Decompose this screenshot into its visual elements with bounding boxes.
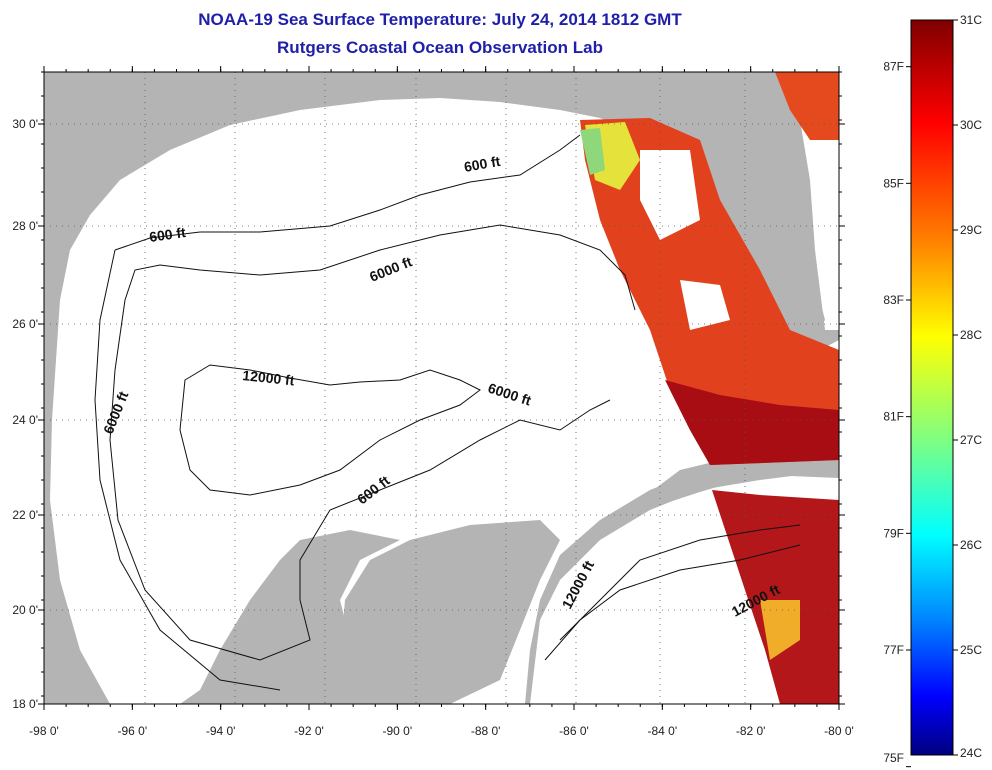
colorbar-celsius-labels: 31C 30C 29C 28C 27C 26C 25C 24C xyxy=(953,13,982,760)
map-title: NOAA-19 Sea Surface Temperature: July 24… xyxy=(198,10,682,29)
colorbar-fahrenheit-label: 81F xyxy=(883,410,904,424)
colorbar-fahrenheit-label: 75F xyxy=(883,751,904,765)
colorbar-celsius-label: 29C xyxy=(960,223,982,237)
colorbar-fahrenheit-label: 79F xyxy=(883,526,904,540)
sst-swath xyxy=(580,72,839,704)
sst-warm-core xyxy=(665,380,839,465)
lat-tick-label: 26 0' xyxy=(12,317,38,331)
longitude-labels: -98 0' -96 0' -94 0' -92 0' -90 0' -88 0' -86 … xyxy=(29,724,854,738)
colorbar-fahrenheit-labels: 87F 85F 83F 81F 79F 77F 75F xyxy=(883,60,911,768)
colorbar-fahrenheit-label: 77F xyxy=(883,643,904,657)
lon-tick-label: -90 0' xyxy=(383,724,413,738)
colorbar-celsius-label: 30C xyxy=(960,118,982,132)
cloud-gap-1 xyxy=(640,150,700,240)
lat-tick-label: 24 0' xyxy=(12,413,38,427)
cuba-land xyxy=(640,455,839,505)
contour-600ft-caribbean xyxy=(559,524,801,641)
colorbar-celsius-label: 31C xyxy=(960,13,982,27)
map-subtitle: Rutgers Coastal Ocean Observation Lab xyxy=(277,38,603,57)
lon-tick-label: -98 0' xyxy=(29,724,59,738)
colorbar-celsius-label: 24C xyxy=(960,746,982,760)
lat-tick-label: 20 0' xyxy=(12,603,38,617)
colorbar xyxy=(910,19,954,756)
contour-label: 12000 ft xyxy=(242,367,296,388)
graticule xyxy=(44,72,839,704)
sst-cuba-yellow xyxy=(760,600,800,660)
contour-label: 600 ft xyxy=(148,224,187,245)
lon-tick-label: -94 0' xyxy=(206,724,236,738)
contour-12000ft xyxy=(179,364,481,496)
axis-ticks xyxy=(38,66,845,710)
colorbar-celsius-label: 25C xyxy=(960,643,982,657)
lon-tick-label: -92 0' xyxy=(294,724,324,738)
latitude-labels: 18 0' 20 0' 22 0' 24 0' 26 0' 28 0' 30 0' xyxy=(12,117,38,711)
sst-cuba-swath xyxy=(712,490,839,704)
contour-600ft xyxy=(94,134,581,691)
lon-tick-label: -86 0' xyxy=(559,724,589,738)
lon-tick-label: -96 0' xyxy=(118,724,148,738)
sst-green-patch xyxy=(580,128,605,175)
contour-label: 600 ft xyxy=(463,153,502,175)
lon-tick-label: -82 0' xyxy=(736,724,766,738)
lat-tick-label: 18 0' xyxy=(12,697,38,711)
lat-tick-label: 30 0' xyxy=(12,117,38,131)
lat-tick-label: 28 0' xyxy=(12,219,38,233)
yucatan-land xyxy=(340,520,560,704)
lon-tick-label: -84 0' xyxy=(648,724,678,738)
colorbar-fahrenheit-label: 87F xyxy=(883,60,904,74)
lon-tick-label: -80 0' xyxy=(824,724,854,738)
cloud-gap-2 xyxy=(680,280,730,330)
lon-tick-label: -88 0' xyxy=(471,724,501,738)
bathymetry-contours xyxy=(94,134,801,691)
contour-6000ft xyxy=(109,224,636,661)
colorbar-celsius-label: 26C xyxy=(960,538,982,552)
colorbar-fahrenheit-label: 85F xyxy=(883,176,904,190)
colorbar-celsius-label: 28C xyxy=(960,328,982,342)
contour-12000ft-caribbean xyxy=(544,544,801,661)
colorbar-celsius-label: 27C xyxy=(960,433,982,447)
colorbar-fahrenheit-label: 83F xyxy=(883,293,904,307)
lat-tick-label: 22 0' xyxy=(12,508,38,522)
sst-atlantic-swath xyxy=(775,72,839,140)
